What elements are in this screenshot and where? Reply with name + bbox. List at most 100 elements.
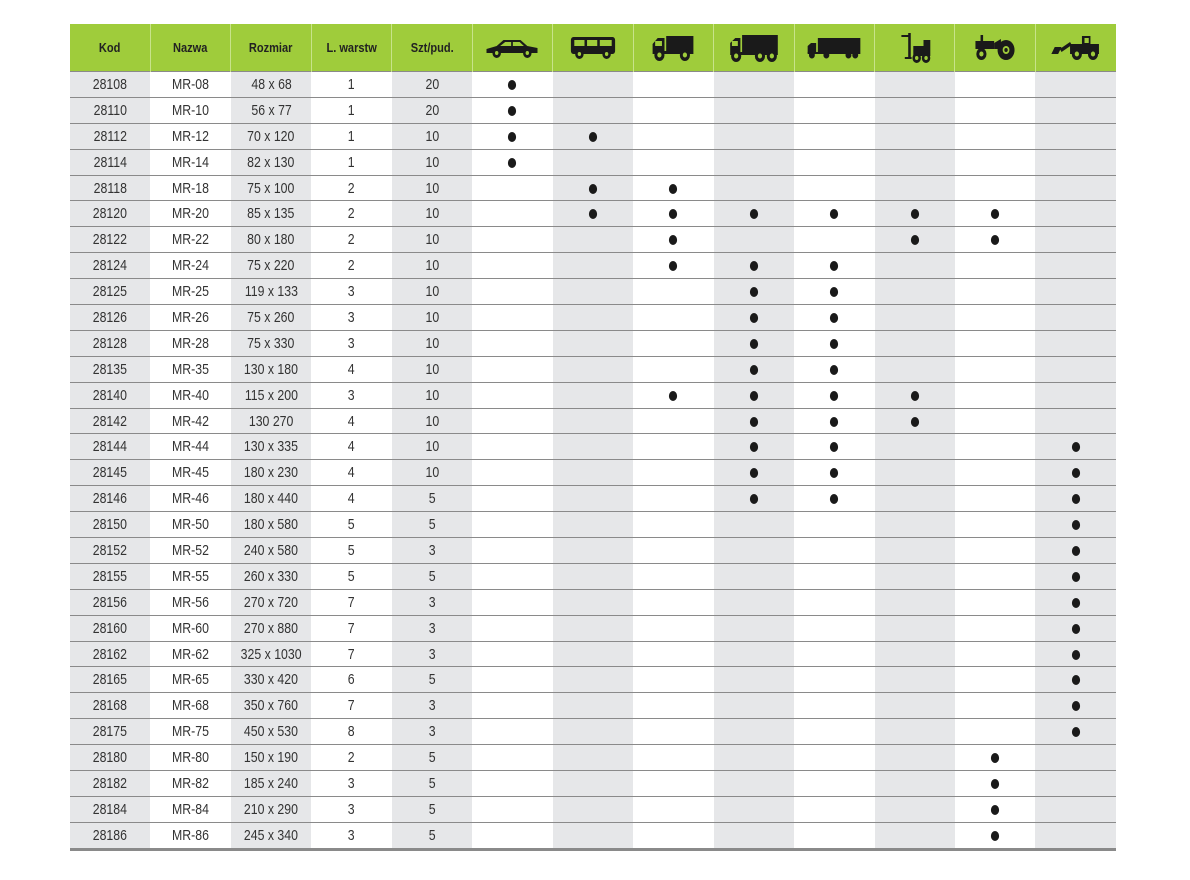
cell-pieces-per-box: 10	[391, 304, 473, 331]
cell-layers: 3	[311, 795, 392, 823]
column-header: Rozmiar	[230, 24, 312, 72]
cell-forklift	[874, 304, 955, 331]
cell-car	[472, 537, 553, 564]
cell-tractor	[954, 614, 1036, 642]
cell-name: MR-28	[150, 329, 231, 357]
cell-layers: 4	[311, 433, 392, 460]
column-header-label: Szt/pud.	[410, 40, 454, 55]
applicable-dot-icon	[588, 131, 598, 142]
cell-bus	[552, 821, 634, 851]
cell-pieces-per-box: 10	[391, 174, 473, 201]
cell-pieces-per-box: 5	[391, 666, 473, 693]
applicable-dot-icon	[749, 390, 758, 401]
cell-bus	[552, 588, 634, 616]
cell-heavy-truck	[713, 252, 795, 279]
cell-pieces-per-box: 10	[391, 200, 473, 227]
cell-layers: 5	[311, 562, 392, 590]
cell-code: 28180	[70, 744, 151, 771]
cell-tractor	[954, 692, 1036, 719]
cell-forklift	[874, 666, 955, 693]
cell-semi-trailer	[794, 122, 875, 150]
cell-layers: 2	[311, 252, 392, 279]
cell-heavy-truck	[713, 122, 795, 150]
cell-layers: 8	[311, 718, 392, 745]
cell-tractor	[954, 744, 1036, 771]
cell-semi-trailer	[794, 355, 875, 383]
cell-layers: 7	[311, 588, 392, 616]
cell-bus	[552, 381, 634, 409]
cell-code: 28128	[70, 329, 151, 357]
cell-wheel-loader	[1035, 640, 1116, 667]
cell-bus	[552, 744, 634, 771]
applicable-dot-icon	[830, 287, 839, 298]
cell-size: 56 x 77	[230, 96, 312, 124]
cell-heavy-truck	[713, 770, 795, 797]
cell-size: 270 x 880	[230, 614, 312, 642]
cell-car	[472, 278, 553, 305]
cell-tractor	[954, 562, 1036, 590]
cell-tractor	[954, 329, 1036, 357]
applicable-dot-icon	[669, 261, 678, 272]
cell-pieces-per-box: 10	[391, 407, 473, 434]
cell-size: 180 x 580	[230, 511, 312, 538]
cell-semi-trailer	[794, 174, 875, 201]
cell-pieces-per-box: 10	[391, 355, 473, 383]
cell-name: MR-80	[150, 744, 231, 771]
cell-bus	[552, 511, 634, 538]
cell-size: 180 x 440	[230, 485, 312, 512]
cell-heavy-truck	[713, 96, 795, 124]
cell-car	[472, 770, 553, 797]
cell-layers: 3	[311, 278, 392, 305]
cell-forklift	[874, 770, 955, 797]
cell-size: 130 x 180	[230, 355, 312, 383]
applicable-dot-icon	[1071, 468, 1080, 479]
cell-wheel-loader	[1035, 71, 1116, 98]
cell-tractor	[954, 355, 1036, 383]
cell-layers: 3	[311, 329, 392, 357]
cell-heavy-truck	[713, 795, 795, 823]
cell-bus	[552, 537, 634, 564]
applicable-dot-icon	[749, 364, 758, 375]
cell-truck	[633, 71, 714, 98]
cell-tractor	[954, 537, 1036, 564]
cell-tractor	[954, 381, 1036, 409]
cell-size: 270 x 720	[230, 588, 312, 616]
table-row: 28110 MR-10 56 x 77 1 20	[70, 96, 1116, 124]
cell-car	[472, 485, 553, 512]
cell-size: 150 x 190	[230, 744, 312, 771]
cell-heavy-truck	[713, 666, 795, 693]
cell-wheel-loader	[1035, 433, 1116, 460]
cell-size: 48 x 68	[230, 71, 312, 98]
cell-layers: 6	[311, 666, 392, 693]
cell-layers: 3	[311, 381, 392, 409]
cell-truck	[633, 278, 714, 305]
cell-bus	[552, 718, 634, 745]
cell-code: 28144	[70, 433, 151, 460]
applicable-dot-icon	[830, 261, 839, 272]
cell-layers: 7	[311, 640, 392, 667]
cell-name: MR-22	[150, 226, 231, 253]
cell-name: MR-55	[150, 562, 231, 590]
cell-pieces-per-box: 3	[391, 614, 473, 642]
cell-car	[472, 71, 553, 98]
applicable-dot-icon	[830, 468, 839, 479]
applicable-dot-icon	[749, 209, 758, 220]
cell-wheel-loader	[1035, 821, 1116, 851]
cell-layers: 4	[311, 485, 392, 512]
applicable-dot-icon	[830, 442, 839, 453]
cell-heavy-truck	[713, 640, 795, 667]
table-row: 28140 MR-40 115 x 200 3 10	[70, 381, 1116, 409]
cell-layers: 2	[311, 200, 392, 227]
cell-truck	[633, 407, 714, 434]
cell-wheel-loader	[1035, 407, 1116, 434]
cell-size: 210 x 290	[230, 795, 312, 823]
cell-tractor	[954, 96, 1036, 124]
cell-forklift	[874, 407, 955, 434]
cell-forklift	[874, 252, 955, 279]
cell-car	[472, 148, 553, 176]
cell-heavy-truck	[713, 485, 795, 512]
cell-wheel-loader	[1035, 666, 1116, 693]
cell-bus	[552, 692, 634, 719]
cell-semi-trailer	[794, 226, 875, 253]
cell-code: 28145	[70, 459, 151, 486]
